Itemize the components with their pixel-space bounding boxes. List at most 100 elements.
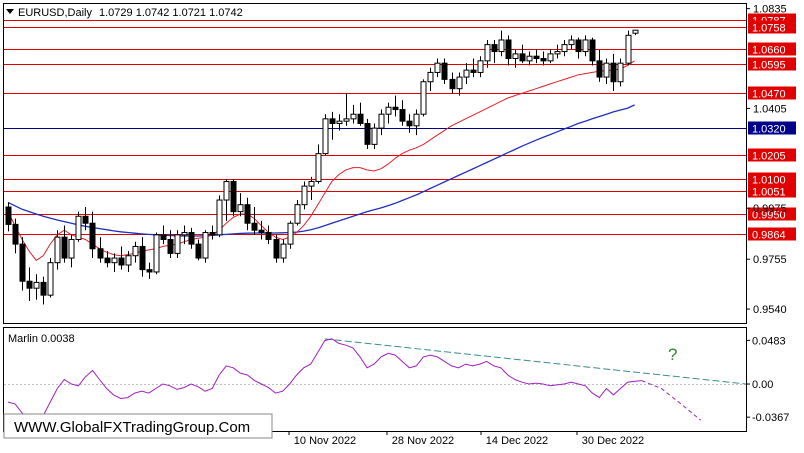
candle-64: [456, 72, 463, 96]
candle-56: [399, 100, 406, 126]
candle-82: [582, 35, 589, 57]
candle-51: [364, 118, 371, 149]
watermark-text: WWW.GlobalFXTradingGroup.Com: [14, 419, 250, 436]
candle-body-bull: [237, 204, 244, 213]
candle-27: [195, 239, 202, 261]
candle-12: [89, 211, 96, 259]
candle-body-bull: [111, 257, 118, 264]
candle-17: [125, 251, 132, 272]
candle-86: [610, 53, 617, 91]
candle-body-bear: [82, 215, 89, 224]
candle-body-bear: [610, 62, 617, 83]
candle-body-bull: [68, 238, 75, 259]
candle-74: [526, 51, 533, 66]
price-axis: 1.0835 1.0405 0.9975 0.9755 0.9540: [746, 4, 787, 316]
candle-body-bull: [554, 51, 561, 55]
candle-body-bull: [568, 39, 575, 46]
candle-body-bull: [420, 81, 427, 115]
candle-35: [251, 207, 258, 235]
candle-body-bull: [125, 255, 132, 266]
candle-47: [336, 114, 343, 131]
indicator-label: Marlin 0.0038: [8, 333, 75, 345]
candle-body-bull: [427, 71, 434, 83]
candle-body-bull: [526, 55, 533, 62]
candle-body-bear: [441, 62, 448, 80]
candle-57: [406, 114, 413, 133]
dropdown-triangle-icon[interactable]: [6, 9, 14, 14]
slow-ma-line: [7, 104, 635, 237]
candle-body-bull: [484, 44, 491, 62]
oscillator-line: [7, 338, 642, 422]
candle-body-bull: [47, 262, 54, 296]
candle-43: [308, 176, 315, 201]
candle-52: [371, 123, 378, 149]
candle-body-bear: [104, 257, 111, 264]
candle-body-bear: [146, 269, 153, 273]
oscillator-axis: 0.0483 0.00 -0.0367: [746, 335, 789, 424]
candle-60: [427, 67, 434, 91]
candle-36: [258, 220, 265, 240]
candle-11: [82, 207, 89, 231]
candle-75: [533, 49, 540, 64]
candle-body-bull: [625, 34, 632, 64]
price-tick-label-0: 1.0835: [753, 4, 787, 16]
oscillator-projection: [641, 380, 702, 421]
candle-body-bull: [308, 180, 315, 187]
candle-body-bear: [265, 232, 272, 240]
candle-89: [632, 29, 639, 36]
candle-71: [505, 35, 512, 66]
candle-16: [118, 246, 125, 270]
candle-body-bull: [463, 69, 470, 78]
candle-88: [625, 30, 632, 66]
time-tick-label-0: 10 Nov 2022: [294, 435, 356, 447]
candle-body-bear: [357, 113, 364, 124]
candle-46: [329, 111, 336, 140]
candle-body-bear: [139, 245, 146, 271]
candle-body-bear: [26, 280, 33, 289]
candle-body-bear: [251, 222, 258, 231]
candle-body-bear: [273, 238, 280, 259]
candle-38: [273, 234, 280, 263]
candle-76: [540, 51, 547, 66]
candle-79: [561, 39, 568, 57]
candle-body-bear: [118, 257, 125, 266]
candle-body-bull: [54, 236, 61, 264]
candle-body-bear: [40, 281, 47, 296]
candle-body-bull: [294, 204, 301, 224]
candle-1: [12, 218, 19, 254]
osc-tick-label-2: -0.0367: [752, 412, 789, 424]
candle-body-bull: [632, 29, 639, 34]
level-tag-5: [748, 121, 796, 135]
candle-body-bear: [392, 106, 399, 111]
candle-body-bear: [89, 222, 96, 250]
candle-14: [104, 251, 111, 268]
candle-30: [216, 195, 223, 238]
candle-body-bull: [456, 76, 463, 90]
candle-body-bull: [174, 234, 181, 254]
level-tag-9: [748, 207, 796, 221]
price-level-labels: 1.07871.07581.06601.05951.04701.03201.02…: [748, 13, 796, 242]
candle-body-bear: [188, 232, 195, 245]
level-label-6: 1.0205: [752, 151, 786, 163]
chart-symbol-label: EURUSD,Daily: [18, 7, 92, 19]
price-tick-label-3: 0.9755: [753, 254, 787, 266]
candle-73: [519, 44, 526, 64]
candle-24: [174, 230, 181, 259]
candle-body-bear: [406, 120, 413, 127]
level-tag-7: [748, 172, 796, 186]
candle-15: [111, 253, 118, 272]
candle-62: [441, 58, 448, 85]
candle-body-bear: [230, 180, 237, 213]
moving-averages: [7, 60, 635, 262]
price-tick-label-1: 1.0405: [753, 103, 787, 115]
candle-50: [357, 102, 364, 126]
candlesticks: [5, 29, 639, 305]
candle-body-bull: [350, 113, 357, 120]
candle-18: [132, 241, 139, 263]
candle-66: [470, 58, 477, 78]
time-tick-label-1: 28 Nov 2022: [392, 435, 454, 447]
candle-body-bull: [561, 44, 568, 53]
candle-body-bear: [533, 55, 540, 60]
candle-9: [68, 234, 75, 268]
